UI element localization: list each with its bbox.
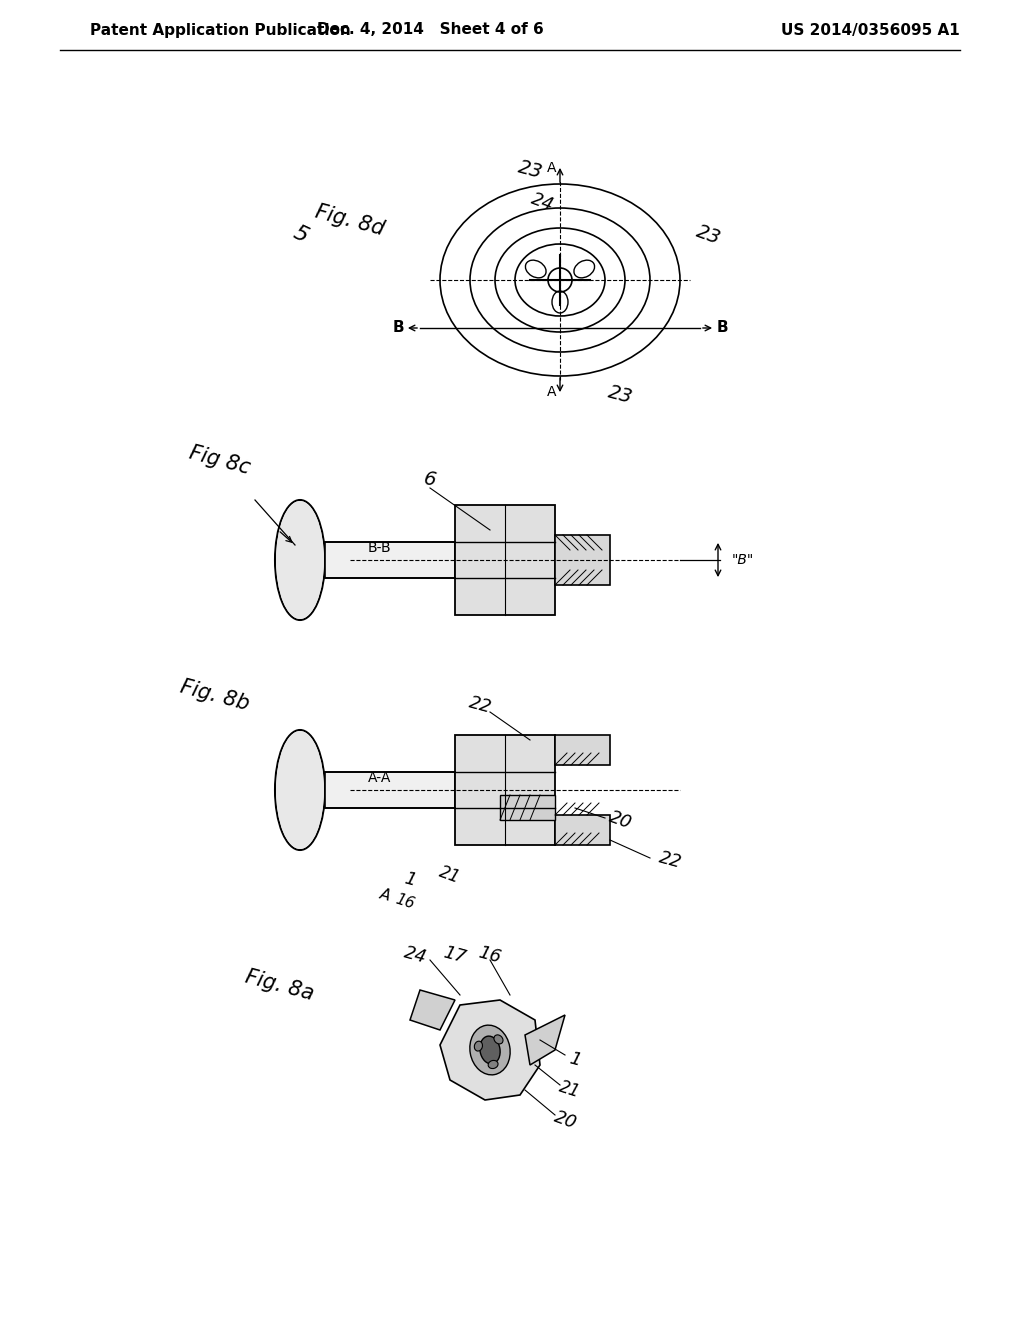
Text: 23: 23	[516, 157, 545, 182]
Text: 6: 6	[422, 470, 437, 491]
Ellipse shape	[474, 1041, 482, 1051]
Text: A: A	[547, 161, 557, 176]
Text: 21: 21	[557, 1078, 583, 1102]
Bar	[325, 772, 455, 808]
Text: A: A	[547, 385, 557, 399]
Ellipse shape	[494, 1035, 503, 1044]
Bar	[555, 735, 610, 766]
Text: A-A: A-A	[368, 771, 391, 785]
Ellipse shape	[276, 502, 324, 619]
Text: 1: 1	[567, 1049, 583, 1071]
Ellipse shape	[470, 1026, 510, 1074]
Text: 16: 16	[476, 944, 504, 966]
Text: A: A	[378, 887, 392, 904]
Text: Fig 8c: Fig 8c	[187, 442, 253, 478]
Text: 20: 20	[606, 808, 634, 833]
Text: Patent Application Publication: Patent Application Publication	[90, 22, 351, 37]
Text: B-B: B-B	[368, 541, 391, 554]
Text: 21: 21	[437, 863, 463, 887]
Text: 20: 20	[551, 1107, 579, 1133]
Polygon shape	[525, 1015, 565, 1065]
Text: "B": "B"	[732, 553, 755, 568]
Bar	[555, 814, 610, 845]
Text: B: B	[392, 321, 403, 335]
Bar	[455, 506, 555, 615]
Bar	[500, 795, 555, 820]
Bar	[325, 543, 455, 578]
Polygon shape	[410, 990, 455, 1030]
Ellipse shape	[480, 1036, 500, 1064]
Ellipse shape	[276, 731, 324, 849]
Text: 23: 23	[693, 222, 723, 248]
Text: B: B	[716, 321, 728, 335]
Text: 1: 1	[402, 870, 418, 890]
Polygon shape	[440, 1001, 540, 1100]
Text: 24: 24	[401, 944, 428, 966]
Text: 5: 5	[290, 223, 310, 247]
Bar	[555, 535, 610, 585]
Text: Fig. 8d: Fig. 8d	[313, 201, 387, 239]
Ellipse shape	[488, 1060, 498, 1069]
Text: 22: 22	[467, 693, 494, 717]
Text: Fig. 8a: Fig. 8a	[244, 966, 316, 1003]
Text: Fig. 8b: Fig. 8b	[178, 676, 252, 714]
Bar	[455, 735, 555, 845]
Text: 16: 16	[393, 892, 417, 912]
Text: 17: 17	[441, 944, 468, 966]
Text: 24: 24	[528, 190, 556, 214]
Text: Dec. 4, 2014   Sheet 4 of 6: Dec. 4, 2014 Sheet 4 of 6	[316, 22, 544, 37]
Text: 22: 22	[656, 849, 683, 871]
Text: 23: 23	[605, 383, 635, 408]
Text: US 2014/0356095 A1: US 2014/0356095 A1	[780, 22, 959, 37]
